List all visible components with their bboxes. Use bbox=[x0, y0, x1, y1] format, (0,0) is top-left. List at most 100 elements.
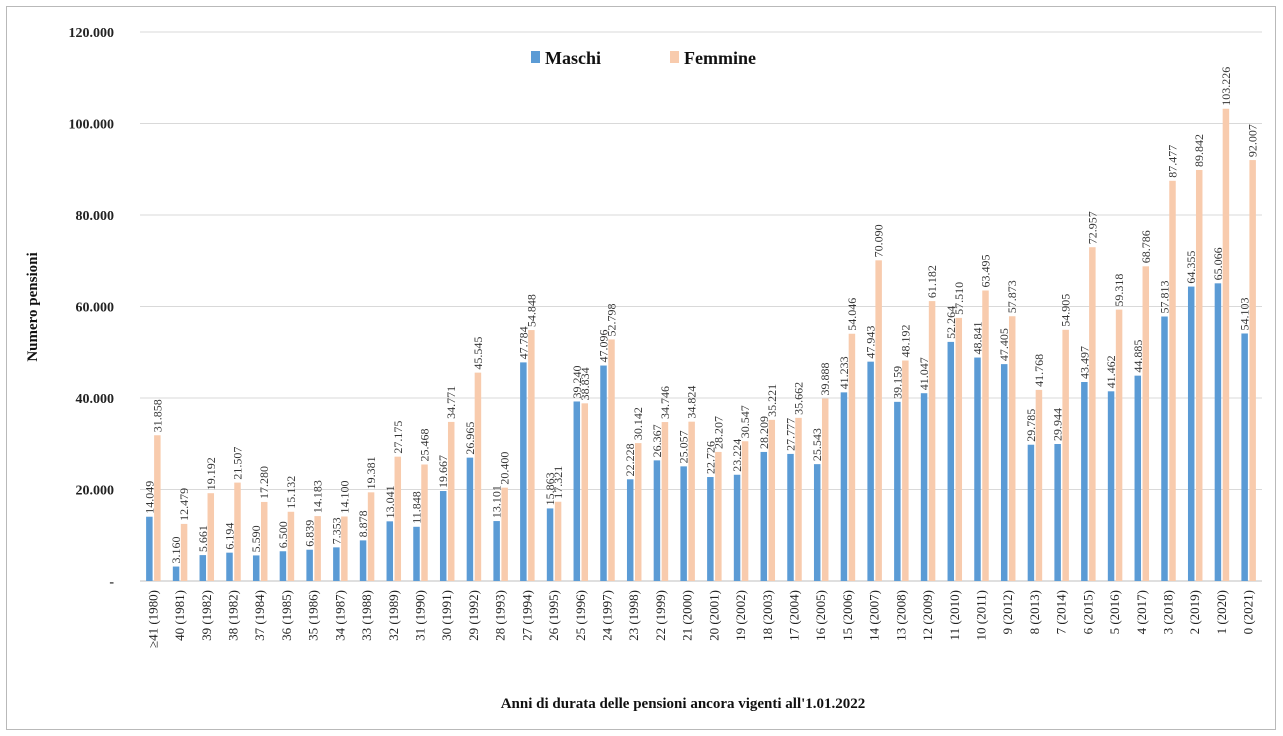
x-tick-label: 18 (2003) bbox=[760, 590, 775, 641]
bar-maschi bbox=[386, 521, 394, 581]
bar-femmine bbox=[1222, 108, 1230, 581]
x-tick-label: 29 (1992) bbox=[466, 590, 481, 641]
data-label-maschi: 19.667 bbox=[436, 455, 450, 488]
data-label-maschi: 5.661 bbox=[196, 525, 210, 552]
data-label-maschi: 22.228 bbox=[623, 443, 637, 476]
bar-femmine bbox=[1089, 247, 1096, 581]
x-tick-label: 32 (1989) bbox=[386, 590, 401, 641]
bar-femmine bbox=[902, 360, 909, 581]
x-tick-label: 0 (2021) bbox=[1241, 590, 1256, 634]
data-label-femmine: 54.046 bbox=[845, 298, 859, 331]
bar-maschi bbox=[920, 393, 928, 581]
data-label-femmine: 57.873 bbox=[1005, 280, 1019, 313]
data-label-femmine: 14.183 bbox=[311, 480, 325, 513]
data-label-femmine: 30.142 bbox=[631, 407, 645, 440]
x-tick-label: 25 (1996) bbox=[573, 590, 588, 641]
data-label-femmine: 35.221 bbox=[765, 384, 779, 417]
bar-femmine bbox=[581, 403, 589, 581]
bar-femmine bbox=[474, 372, 482, 581]
bar-maschi bbox=[493, 521, 500, 581]
bar-maschi bbox=[172, 566, 180, 581]
x-tick-label: 36 (1985) bbox=[279, 590, 294, 641]
data-label-maschi: 29.785 bbox=[1024, 409, 1038, 442]
data-label-femmine: 34.746 bbox=[658, 386, 672, 419]
bar-maschi bbox=[466, 457, 474, 581]
data-label-maschi: 47.096 bbox=[597, 330, 611, 363]
bar-maschi bbox=[279, 551, 287, 581]
y-tick-label: 100.000 bbox=[69, 118, 115, 133]
data-label-femmine: 59.318 bbox=[1112, 274, 1126, 307]
bar-maschi bbox=[333, 547, 340, 581]
x-tick-label: 22 (1999) bbox=[653, 590, 668, 641]
data-label-maschi: 27.777 bbox=[784, 418, 798, 451]
x-tick-label: 35 (1986) bbox=[306, 590, 321, 641]
bar-femmine bbox=[447, 421, 455, 581]
data-label-femmine: 63.495 bbox=[979, 255, 993, 288]
data-label-femmine: 54.848 bbox=[524, 294, 538, 327]
gridlines bbox=[140, 31, 1262, 582]
bar-femmine bbox=[341, 516, 348, 581]
x-tick-label: 7 (2014) bbox=[1054, 590, 1069, 634]
legend-label-femmine: Femmine bbox=[684, 48, 756, 68]
x-tick-label: 4 (2017) bbox=[1134, 590, 1149, 634]
bar-maschi bbox=[1134, 375, 1142, 581]
y-axis-title: Numero pensioni bbox=[25, 252, 41, 361]
x-tick-label: 37 (1984) bbox=[252, 590, 267, 641]
bar-femmine bbox=[180, 523, 188, 581]
data-label-femmine: 20.400 bbox=[498, 452, 512, 485]
bar-maschi bbox=[226, 552, 233, 581]
x-tick-label: 27 (1994) bbox=[519, 590, 534, 641]
x-tick-label: 17 (2004) bbox=[787, 590, 802, 641]
bar-femmine bbox=[1035, 389, 1043, 581]
data-label-femmine: 30.547 bbox=[738, 405, 752, 438]
x-tick-label: 14 (2007) bbox=[867, 590, 882, 641]
data-label-femmine: 28.207 bbox=[711, 416, 725, 449]
y-tick-label: 20.000 bbox=[76, 484, 115, 499]
x-tick-label: 26 (1995) bbox=[546, 590, 561, 641]
legend-label-maschi: Maschi bbox=[545, 48, 601, 68]
bar-maschi bbox=[1241, 333, 1248, 581]
data-label-maschi: 64.355 bbox=[1184, 251, 1198, 284]
x-tick-label: 12 (2009) bbox=[920, 590, 935, 641]
bar-femmine bbox=[821, 398, 829, 581]
data-label-femmine: 19.192 bbox=[204, 457, 218, 490]
data-label-maschi: 43.497 bbox=[1077, 346, 1091, 379]
data-label-maschi: 7.353 bbox=[329, 517, 343, 544]
x-tick-label: 9 (2012) bbox=[1000, 590, 1015, 634]
bar-femmine bbox=[875, 260, 882, 581]
data-label-maschi: 47.943 bbox=[864, 326, 878, 359]
bar-maschi bbox=[867, 361, 874, 581]
bar-maschi bbox=[1214, 283, 1222, 581]
bar-femmine bbox=[661, 422, 669, 581]
data-label-maschi: 3.160 bbox=[169, 537, 183, 564]
bar-maschi bbox=[1054, 444, 1061, 581]
y-tick-label: 120.000 bbox=[69, 26, 115, 41]
data-label-maschi: 65.066 bbox=[1211, 247, 1225, 280]
data-label-maschi: 5.590 bbox=[249, 525, 263, 552]
bar-maschi bbox=[680, 466, 687, 581]
bar-femmine bbox=[634, 443, 642, 581]
data-label-femmine: 39.888 bbox=[818, 363, 832, 396]
bar-maschi bbox=[573, 401, 581, 581]
bar-maschi bbox=[760, 451, 768, 581]
data-label-maschi: 26.367 bbox=[650, 424, 664, 457]
data-label-maschi: 23.224 bbox=[730, 439, 744, 472]
bar-femmine bbox=[501, 487, 508, 581]
x-tick-label: 16 (2005) bbox=[813, 590, 828, 641]
bar-maschi bbox=[787, 453, 794, 581]
data-label-femmine: 72.957 bbox=[1085, 211, 1099, 244]
x-tick-label: 39 (1982) bbox=[199, 590, 214, 641]
data-label-femmine: 17.280 bbox=[257, 466, 271, 499]
data-label-maschi: 57.813 bbox=[1158, 281, 1172, 314]
data-label-maschi: 14.049 bbox=[142, 481, 156, 514]
bar-maschi bbox=[252, 555, 260, 581]
bar-maschi bbox=[439, 491, 447, 581]
data-label-maschi: 22.726 bbox=[703, 441, 717, 474]
data-label-maschi: 41.233 bbox=[837, 356, 851, 389]
data-label-maschi: 48.841 bbox=[971, 322, 985, 355]
data-label-maschi: 39.240 bbox=[570, 365, 584, 398]
legend-swatch-maschi bbox=[531, 51, 540, 63]
x-tick-label: 2 (2019) bbox=[1187, 590, 1202, 634]
bar-maschi bbox=[840, 392, 848, 581]
legend: Maschi Femmine bbox=[531, 48, 756, 68]
